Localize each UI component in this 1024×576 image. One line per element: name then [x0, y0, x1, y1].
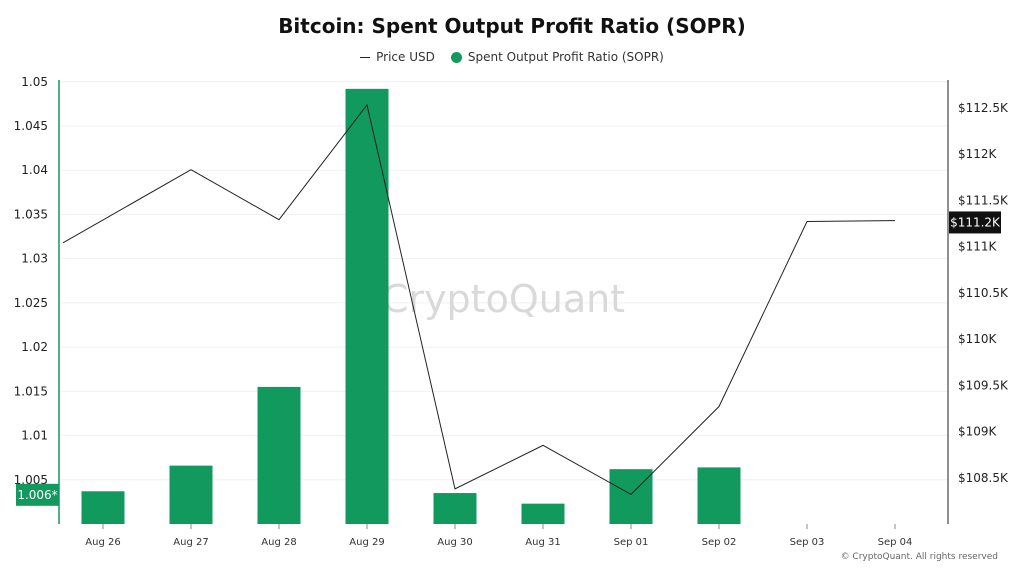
left-tick-label-6: 1.035 [14, 207, 48, 221]
x-tick-label-9: Sep 04 [878, 537, 913, 548]
x-tick-label-3: Aug 29 [349, 537, 384, 548]
legend-item-sopr[interactable]: Spent Output Profit Ratio (SOPR) [450, 50, 664, 64]
legend-item-price[interactable]: Price USD [360, 50, 435, 64]
left-tick-label-5: 1.03 [21, 252, 48, 266]
bar-aug-30 [433, 493, 477, 524]
copyright-text: © CryptoQuant. All rights reserved [840, 552, 998, 562]
x-tick-label-4: Aug 30 [437, 537, 472, 548]
bar-sep-02 [697, 467, 741, 524]
x-tick-label-2: Aug 28 [261, 537, 296, 548]
legend-label-sopr: Spent Output Profit Ratio (SOPR) [467, 50, 664, 64]
right-current-badge [949, 211, 1001, 234]
left-tick-label-8: 1.045 [14, 119, 48, 133]
bar-aug-31 [521, 503, 565, 524]
right-tick-label-3: $110K [958, 332, 998, 346]
legend-line-icon [360, 56, 371, 58]
chart-legend: Price USD Spent Output Profit Ratio (SOP… [0, 50, 1024, 64]
left-tick-label-9: 1.05 [21, 75, 48, 89]
x-tick-label-5: Aug 31 [525, 537, 560, 548]
right-tick-label-8: $112.5K [958, 101, 1009, 115]
legend-label-price: Price USD [376, 50, 435, 64]
right-tick-label-6: $111.5K [958, 193, 1009, 207]
bar-aug-28 [257, 386, 301, 524]
bar-sep-01 [609, 469, 653, 524]
left-tick-label-1: 1.01 [21, 429, 48, 443]
right-tick-label-7: $112K [958, 147, 998, 161]
watermark-text: CryptoQuant [382, 277, 625, 321]
left-tick-label-7: 1.04 [21, 163, 48, 177]
x-tick-label-6: Sep 01 [614, 537, 649, 548]
right-current-label: $111.2K [950, 215, 1001, 229]
left-tick-label-4: 1.025 [14, 296, 48, 310]
left-current-label: 1.006* [17, 488, 57, 502]
x-tick-label-1: Aug 27 [173, 537, 208, 548]
price-line [62, 103, 896, 496]
x-tick-label-8: Sep 03 [790, 537, 825, 548]
left-tick-label-3: 1.02 [21, 340, 48, 354]
chart-title: Bitcoin: Spent Output Profit Ratio (SOPR… [278, 14, 746, 38]
bar-aug-27 [169, 465, 213, 524]
bar-aug-29 [345, 88, 389, 525]
right-tick-label-5: $111K [958, 240, 998, 254]
right-tick-label-1: $109K [958, 425, 998, 439]
left-current-badge [16, 483, 59, 506]
left-tick-label-0: 1.005 [14, 473, 48, 487]
right-tick-label-0: $108.5K [958, 471, 1009, 485]
right-tick-label-4: $110.5K [958, 286, 1009, 300]
x-tick-label-0: Aug 26 [85, 537, 120, 548]
left-tick-label-2: 1.015 [14, 384, 48, 398]
bar-aug-26 [81, 491, 125, 524]
right-tick-label-2: $109.5K [958, 378, 1009, 392]
x-tick-label-7: Sep 02 [702, 537, 737, 548]
legend-dot-icon [450, 51, 462, 63]
